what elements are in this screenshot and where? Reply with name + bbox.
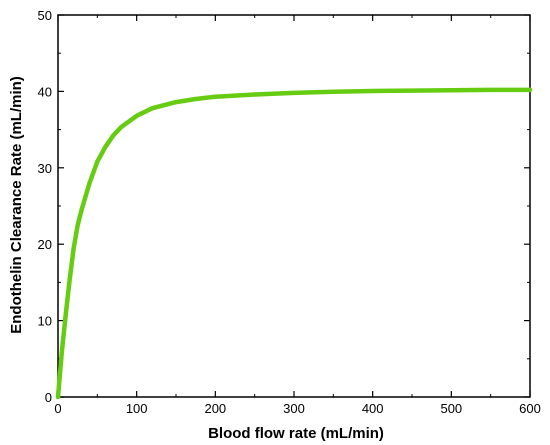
- y-tick-label: 10: [38, 314, 52, 329]
- series-line: [55, 87, 533, 400]
- y-tick-label: 50: [38, 8, 52, 23]
- y-tick-label: 40: [38, 84, 52, 99]
- y-axis-ticks: 0 10 20 30 40 50: [38, 8, 530, 405]
- x-tick-label: 600: [519, 401, 541, 416]
- y-tick-label: 0: [45, 390, 52, 405]
- x-tick-label: 0: [54, 401, 61, 416]
- series-layer: [55, 87, 533, 400]
- x-tick-label: 300: [283, 401, 305, 416]
- x-tick-label: 200: [204, 401, 226, 416]
- x-axis-label: Blood flow rate (mL/min): [208, 425, 384, 442]
- x-tick-label: 400: [362, 401, 384, 416]
- y-axis-label: Endothelin Clearance Rate (mL/min): [8, 76, 25, 334]
- y-tick-label: 20: [38, 237, 52, 252]
- y-tick-label: 30: [38, 161, 52, 176]
- plot-frame: [57, 14, 531, 398]
- plot-area: [57, 14, 531, 398]
- x-tick-label: 500: [440, 401, 462, 416]
- x-tick-label: 100: [126, 401, 148, 416]
- x-axis-ticks: 0 100 200 300 400 500 600: [54, 15, 541, 416]
